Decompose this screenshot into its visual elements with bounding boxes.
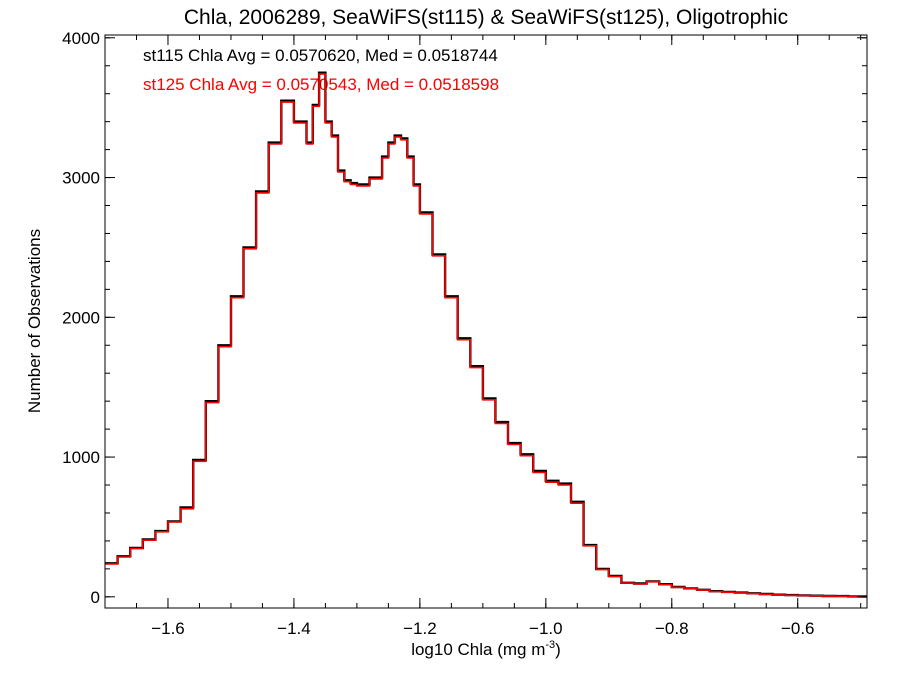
x-tick-label: −0.6	[781, 619, 815, 638]
y-tick-label: 0	[91, 588, 100, 607]
y-axis-label: Number of Observations	[25, 229, 44, 413]
x-tick-label: −1.4	[277, 619, 311, 638]
x-axis-label-superscript: -3	[545, 639, 555, 651]
y-tick-label: 3000	[62, 169, 100, 188]
annotation-st125: st125 Chla Avg = 0.0570543, Med = 0.0518…	[143, 75, 499, 94]
x-axis-label: log10 Chla (mg m-3)	[411, 639, 561, 659]
x-axis-label-suffix: )	[555, 640, 561, 659]
y-tick-label: 1000	[62, 448, 100, 467]
y-tick-label: 2000	[62, 308, 100, 327]
y-tick-label: 4000	[62, 29, 100, 48]
x-axis-label-main: log10 Chla (mg m	[411, 640, 545, 659]
x-tick-label: −0.8	[655, 619, 689, 638]
series-layer	[105, 71, 867, 598]
annotations: st115 Chla Avg = 0.0570620, Med = 0.0518…	[143, 46, 499, 94]
x-axis: −1.6 −1.4 −1.2 −1.0 −0.8 −0.6	[104, 35, 862, 638]
y-axis: 0 1000 2000 3000 4000	[62, 29, 867, 607]
series-line-st125	[105, 73, 867, 598]
plot-frame	[104, 34, 868, 609]
series-line-st115	[105, 71, 867, 598]
x-tick-label: −1.6	[151, 619, 185, 638]
x-tick-label: −1.2	[403, 619, 437, 638]
x-tick-label: −1.0	[529, 619, 563, 638]
annotation-st115: st115 Chla Avg = 0.0570620, Med = 0.0518…	[143, 46, 498, 65]
chart-title: Chla, 2006289, SeaWiFS(st115) & SeaWiFS(…	[184, 6, 788, 29]
